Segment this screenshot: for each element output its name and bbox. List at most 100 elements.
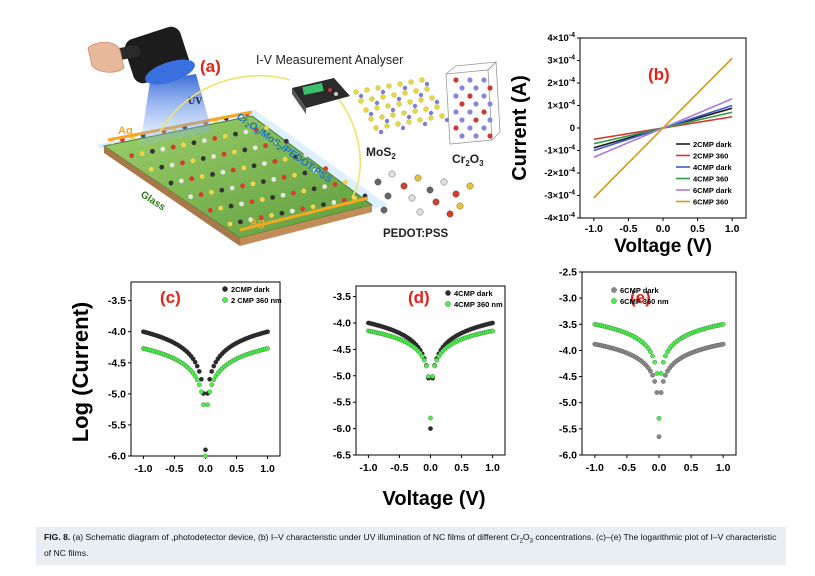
data-point bbox=[650, 353, 655, 359]
molybdenum-atom bbox=[368, 111, 374, 117]
y-tick-label: -2.5 bbox=[559, 267, 577, 279]
ag-electrode-bottom bbox=[239, 196, 369, 232]
data-point bbox=[209, 369, 215, 374]
y-tick-label: -3.5 bbox=[108, 295, 126, 307]
legend-label: 6CMP 360 nm bbox=[620, 297, 669, 306]
panel-label: (c) bbox=[160, 288, 181, 307]
pedot-atom bbox=[414, 174, 422, 182]
data-point bbox=[656, 416, 662, 421]
y-tick-label: -5.0 bbox=[108, 388, 126, 400]
molybdenum-atom bbox=[406, 114, 412, 120]
film-atom bbox=[342, 179, 348, 185]
molybdenum-atom bbox=[378, 129, 384, 135]
panel-e: -2.5 -3.0 -3.5 -4.0 -4.5 -5.0 -5.5 -6.0 -1.0 -0.5… bbox=[559, 267, 737, 474]
film-atom bbox=[222, 133, 228, 139]
data-point bbox=[211, 377, 217, 383]
y-tick-label: -3.5 bbox=[559, 319, 577, 331]
film-atom bbox=[181, 142, 186, 148]
data-point bbox=[428, 426, 433, 431]
data-point bbox=[656, 434, 662, 440]
legend-marker bbox=[222, 286, 228, 292]
sulfur-atom bbox=[429, 95, 435, 101]
film-atom bbox=[212, 136, 218, 141]
data-point bbox=[434, 357, 440, 363]
legend-label: 4CMP dark bbox=[454, 289, 493, 298]
data-point bbox=[652, 359, 658, 365]
film-atom bbox=[129, 153, 135, 159]
y-tick-label: -5.0 bbox=[333, 370, 351, 382]
film-atom bbox=[332, 182, 338, 187]
panel-b-series-line bbox=[593, 57, 733, 199]
film-atom bbox=[279, 210, 285, 216]
y-tick-label: -3.5 bbox=[333, 291, 351, 303]
panel-c: -3.5 -4.0 -4.5 -5.0 -5.5 -6.0 -1.0 -0.5 0.0 0.5 1.… bbox=[108, 281, 282, 475]
data-point bbox=[199, 389, 204, 395]
film-atom bbox=[263, 143, 268, 149]
pedot-atom bbox=[440, 178, 448, 186]
molybdenum-atom bbox=[400, 125, 406, 131]
pedot-atom bbox=[456, 202, 464, 210]
ag-label-top: Ag bbox=[118, 125, 133, 137]
cr2o3-atom bbox=[453, 77, 459, 83]
x-tick-label: 0.0 bbox=[423, 462, 438, 474]
cr2o3-atom bbox=[481, 125, 487, 131]
pedot-atom bbox=[380, 206, 388, 214]
sulfur-atom bbox=[413, 88, 419, 94]
sulfur-atom bbox=[385, 103, 391, 109]
film-atom bbox=[227, 221, 233, 227]
caption-fig-label: FIG. 8. bbox=[44, 532, 71, 542]
sulfur-atom bbox=[374, 105, 380, 111]
film-atom bbox=[291, 190, 296, 196]
cr2o3-atom bbox=[473, 101, 479, 107]
cr2o3-atom bbox=[459, 85, 465, 91]
sulfur-atom bbox=[395, 121, 401, 127]
data-point bbox=[660, 379, 666, 384]
data-point bbox=[428, 415, 433, 421]
film-atom bbox=[219, 187, 225, 193]
film-atom bbox=[240, 183, 245, 189]
panel-b-ylabel: Current (A) bbox=[509, 75, 531, 181]
film-atom bbox=[191, 140, 197, 146]
film-atom bbox=[282, 156, 288, 162]
x-tick-label: 0.0 bbox=[198, 463, 213, 475]
y-tick-label: -4.5 bbox=[108, 357, 126, 369]
panel-label: (d) bbox=[408, 288, 430, 307]
data-point bbox=[720, 321, 726, 327]
film-atom bbox=[233, 131, 238, 137]
film-atom bbox=[180, 160, 185, 166]
voltage-xlabel: Voltage (V) bbox=[383, 488, 486, 510]
film-atom bbox=[170, 144, 176, 150]
film-atom bbox=[210, 171, 215, 177]
sulfur-atom bbox=[364, 87, 370, 93]
x-tick-label: 1.0 bbox=[716, 462, 731, 474]
x-tick-label: -1.0 bbox=[134, 463, 152, 475]
data-point bbox=[430, 374, 435, 379]
film-atom bbox=[232, 149, 237, 155]
molybdenum-atom bbox=[390, 107, 396, 113]
data-point bbox=[209, 382, 215, 388]
cr2o3-atom bbox=[487, 85, 493, 91]
sulfur-atom bbox=[384, 123, 390, 129]
film-atom bbox=[271, 177, 277, 182]
film-atom bbox=[250, 181, 256, 187]
cr2o3-atom bbox=[467, 109, 473, 115]
film-atom bbox=[190, 158, 196, 164]
molybdenum-atom bbox=[380, 89, 386, 95]
film-atom bbox=[249, 199, 255, 205]
x-tick-label: -0.5 bbox=[165, 463, 183, 475]
cr2o3-atom bbox=[473, 133, 479, 139]
y-tick-label: -5.5 bbox=[559, 423, 577, 435]
sulfur-atom bbox=[368, 116, 374, 122]
sulfur-atom bbox=[363, 107, 369, 113]
pedot-atom bbox=[408, 194, 416, 202]
panel-d: -3.5 -4.0 -4.5 -5.0 -5.5 -6.0 -6.5 -1.0 -0.5 0.0 0… bbox=[333, 285, 506, 474]
data-point bbox=[654, 371, 660, 376]
data-point bbox=[654, 390, 660, 395]
film-atom bbox=[239, 201, 244, 207]
data-point bbox=[196, 369, 202, 374]
panel-b-legend: 2CMP dark 2CMP 360 4CMP dark 4CMP 360 6CMP d… bbox=[676, 140, 732, 207]
sulfur-atom bbox=[379, 114, 385, 120]
log-current-ylabel: Log (Current) bbox=[68, 302, 93, 443]
sulfur-atom bbox=[423, 106, 429, 112]
sulfur-atom bbox=[406, 119, 412, 125]
